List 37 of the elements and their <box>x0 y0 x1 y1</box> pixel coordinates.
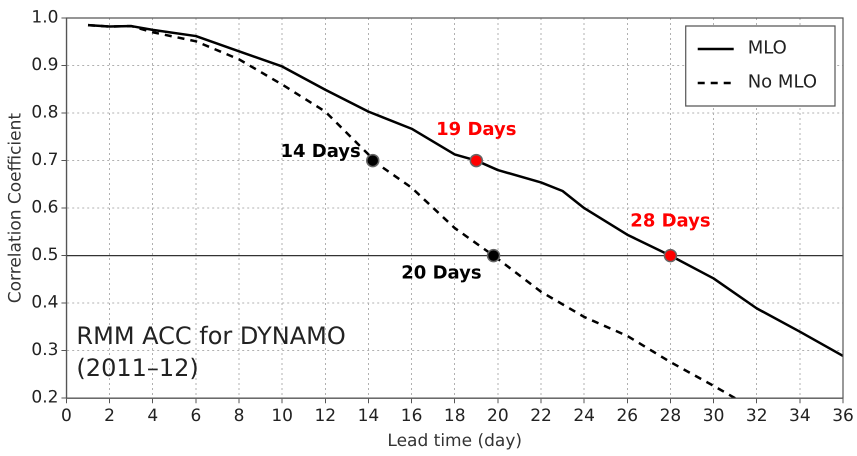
x-tick-label: 20 <box>487 406 509 426</box>
x-tick-label: 12 <box>314 406 336 426</box>
legend-label: No MLO <box>748 72 818 93</box>
annotation: 20 Days <box>401 262 482 284</box>
x-tick-label: 4 <box>147 406 158 426</box>
x-axis-title: Lead time (day) <box>387 431 522 452</box>
x-tick-label: 24 <box>573 406 595 426</box>
x-tick-label: 22 <box>530 406 552 426</box>
y-tick-label: 0.4 <box>31 292 58 313</box>
x-tick-label: 10 <box>271 406 293 426</box>
x-tick-label: 26 <box>616 406 638 426</box>
annotation: 28 Days <box>630 210 711 232</box>
y-tick-label: 0.7 <box>31 150 58 170</box>
x-tick-label: 16 <box>400 406 422 426</box>
x-tick-label: 34 <box>789 406 811 426</box>
x-tick-label: 18 <box>444 406 466 426</box>
y-tick-label: 0.2 <box>31 388 58 408</box>
x-tick-label: 28 <box>660 406 682 426</box>
y-tick-label: 0.6 <box>31 198 58 218</box>
annotation: 14 Days <box>280 141 361 162</box>
y-tick-label: 0.9 <box>31 54 58 75</box>
y-tick-label: 0.5 <box>31 245 58 266</box>
x-tick-label: 30 <box>702 406 724 426</box>
x-tick-label: 14 <box>358 406 380 426</box>
y-tick-label: 1.0 <box>31 7 58 28</box>
annotation: 19 Days <box>436 119 516 140</box>
y-axis-title: Correlation Coefficient <box>6 112 26 304</box>
x-tick-label: 8 <box>234 406 244 426</box>
x-tick-label: 6 <box>190 406 202 426</box>
legend-label: MLO <box>748 38 787 59</box>
y-tick-label: 0.8 <box>31 102 58 122</box>
annotation: RMM ACC for DYNAMO (2011–12) <box>76 322 346 382</box>
x-tick-label: 0 <box>61 406 72 426</box>
y-tick-label: 0.3 <box>31 340 58 360</box>
x-tick-label: 32 <box>746 406 768 426</box>
x-tick-label: 2 <box>104 406 115 426</box>
x-tick-label: 36 <box>832 406 854 426</box>
